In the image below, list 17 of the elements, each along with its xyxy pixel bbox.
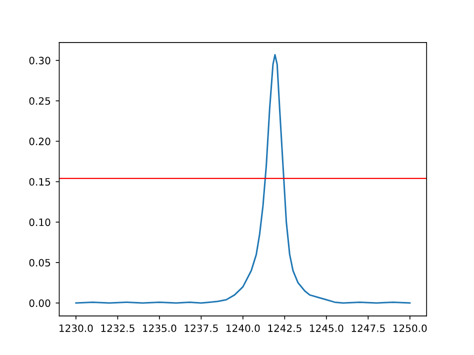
y-tick-label: 0.05 [29, 258, 50, 267]
y-tick-label: 0.30 [29, 56, 50, 64]
x-tick-label: 1235.0 [143, 324, 176, 332]
y-tick-label: 0.10 [29, 218, 50, 226]
x-tick-label: 1245.0 [310, 324, 344, 332]
x-tick-label: 1247.5 [352, 324, 385, 332]
x-tick-label: 1237.5 [184, 324, 218, 332]
x-tick-label: 1230.0 [60, 324, 93, 332]
x-tick-label: 1240.0 [226, 324, 260, 332]
x-tick-label: 1250.0 [394, 324, 427, 332]
y-tick-label: 0.20 [29, 138, 50, 146]
x-tick-label: 1242.5 [268, 324, 302, 332]
y-tick-label: 0.15 [29, 178, 50, 186]
line-series [75, 54, 411, 304]
x-tick-label: 1232.5 [101, 324, 134, 332]
y-tick-label: 0.00 [29, 299, 50, 307]
y-tick-label: 0.25 [29, 97, 50, 105]
